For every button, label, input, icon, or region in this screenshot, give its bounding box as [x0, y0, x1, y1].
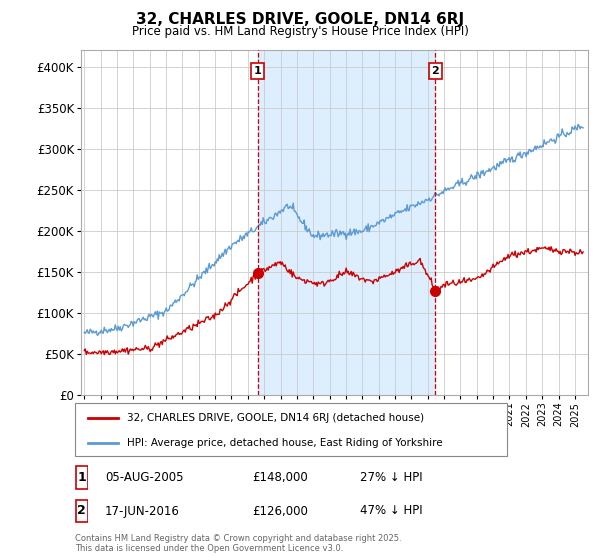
Text: £126,000: £126,000: [252, 505, 308, 517]
FancyBboxPatch shape: [76, 466, 88, 489]
Text: £148,000: £148,000: [252, 471, 308, 484]
Bar: [257, 50, 435, 395]
Text: 32, CHARLES DRIVE, GOOLE, DN14 6RJ: 32, CHARLES DRIVE, GOOLE, DN14 6RJ: [136, 12, 464, 27]
Text: 1: 1: [254, 66, 262, 76]
Text: Contains HM Land Registry data © Crown copyright and database right 2025.
This d: Contains HM Land Registry data © Crown c…: [75, 534, 401, 553]
Text: 2: 2: [431, 66, 439, 76]
Text: HPI: Average price, detached house, East Riding of Yorkshire: HPI: Average price, detached house, East…: [127, 438, 442, 448]
FancyBboxPatch shape: [76, 500, 88, 522]
Text: Price paid vs. HM Land Registry's House Price Index (HPI): Price paid vs. HM Land Registry's House …: [131, 25, 469, 38]
Text: 47% ↓ HPI: 47% ↓ HPI: [360, 505, 422, 517]
Text: 2: 2: [77, 505, 86, 517]
FancyBboxPatch shape: [75, 403, 507, 456]
Text: 05-AUG-2005: 05-AUG-2005: [105, 471, 184, 484]
Text: 17-JUN-2016: 17-JUN-2016: [105, 505, 180, 517]
Text: 27% ↓ HPI: 27% ↓ HPI: [360, 471, 422, 484]
Text: 32, CHARLES DRIVE, GOOLE, DN14 6RJ (detached house): 32, CHARLES DRIVE, GOOLE, DN14 6RJ (deta…: [127, 413, 424, 423]
Text: 1: 1: [77, 471, 86, 484]
